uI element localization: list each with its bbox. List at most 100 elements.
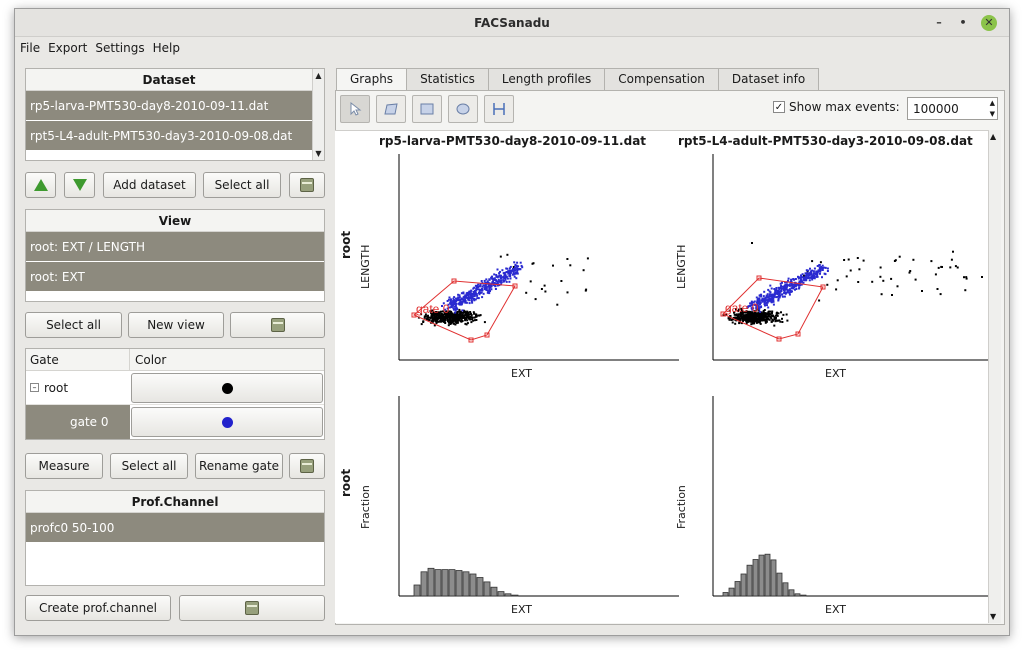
- scatter-plot-right[interactable]: gate 0: [711, 154, 993, 362]
- tab-compensation[interactable]: Compensation: [604, 68, 719, 90]
- gate-point: [466, 297, 469, 299]
- gate-point: [795, 288, 798, 290]
- menu-bar: File Export Settings Help: [15, 37, 1009, 59]
- delete-view-button[interactable]: [230, 312, 325, 338]
- menu-settings[interactable]: Settings: [95, 41, 145, 55]
- gate-point: [503, 271, 506, 274]
- move-up-button[interactable]: [25, 172, 56, 198]
- select-tool[interactable]: [340, 95, 370, 123]
- delete-dataset-button[interactable]: [289, 172, 325, 198]
- tab-graphs[interactable]: Graphs: [336, 68, 408, 91]
- gate-point: [477, 283, 480, 286]
- root-point: [965, 277, 968, 280]
- scatter-plot-left[interactable]: gate 0: [397, 154, 679, 362]
- create-prof-channel-button[interactable]: Create prof.channel: [25, 595, 171, 621]
- scroll-down-icon[interactable]: ▼: [990, 612, 997, 621]
- gate-point: [784, 286, 786, 289]
- gate-point: [500, 276, 503, 279]
- select-all-datasets-button[interactable]: Select all: [203, 172, 281, 198]
- plot-scrollbar[interactable]: ▲ ▼: [988, 130, 1001, 623]
- gate-point: [776, 290, 779, 293]
- menu-help[interactable]: Help: [152, 41, 180, 55]
- gate-point: [511, 273, 514, 276]
- max-events-input[interactable]: 100000 ▲ ▼: [907, 97, 998, 120]
- gate-point: [506, 267, 509, 270]
- gate-point: [461, 298, 464, 301]
- gate-point: [807, 276, 810, 279]
- spin-down-icon[interactable]: ▼: [989, 110, 995, 118]
- minimize-icon[interactable]: –: [936, 16, 942, 29]
- prof-channel-item[interactable]: profc0 50-100: [26, 513, 324, 543]
- root-point: [432, 311, 435, 314]
- gate-point: [783, 289, 786, 291]
- gate-point: [458, 303, 461, 306]
- root-point: [435, 313, 438, 316]
- gate-point: [823, 266, 826, 269]
- scroll-up-icon[interactable]: ▲: [315, 71, 322, 80]
- tab-length-profiles[interactable]: Length profiles: [487, 68, 606, 90]
- gate-point: [513, 275, 516, 278]
- gate-point: [504, 277, 507, 280]
- root-point: [435, 317, 438, 320]
- rename-gate-button[interactable]: Rename gate: [195, 453, 283, 479]
- close-icon[interactable]: ✕: [981, 15, 997, 31]
- gate-point: [793, 283, 796, 286]
- delete-prof-channel-button[interactable]: [179, 595, 325, 621]
- view-item[interactable]: root: EXT: [26, 262, 324, 292]
- add-dataset-button[interactable]: Add dataset: [103, 172, 196, 198]
- scroll-up-icon[interactable]: ▲: [990, 132, 997, 141]
- tab-statistics[interactable]: Statistics: [406, 68, 489, 90]
- histogram-right[interactable]: [711, 396, 993, 598]
- gate-column-header[interactable]: Gate: [26, 349, 130, 370]
- range-tool[interactable]: [484, 95, 514, 123]
- gate-point: [512, 272, 515, 275]
- ellipse-tool[interactable]: [448, 95, 478, 123]
- rectangle-tool[interactable]: [412, 95, 442, 123]
- histogram-left[interactable]: [397, 396, 679, 598]
- delete-gate-button[interactable]: [289, 453, 325, 479]
- root-point: [728, 309, 731, 312]
- root-point: [849, 269, 852, 272]
- gate-point: [458, 294, 461, 297]
- scroll-down-icon[interactable]: ▼: [315, 149, 322, 158]
- gate-point: [789, 289, 792, 292]
- select-all-gates-button[interactable]: Select all: [110, 453, 188, 479]
- histogram-bar: [776, 572, 783, 597]
- gate-point: [478, 293, 481, 296]
- gate-point: [809, 276, 812, 279]
- gate-point: [805, 275, 808, 278]
- collapse-icon[interactable]: –: [30, 383, 39, 392]
- root-point: [458, 310, 461, 313]
- histogram-bar: [490, 586, 498, 597]
- polygon-tool[interactable]: [376, 95, 406, 123]
- dataset-item[interactable]: rpt5-L4-adult-PMT530-day3-2010-09-08.dat: [26, 121, 312, 151]
- dataset-scrollbar[interactable]: ▲ ▼: [312, 69, 324, 160]
- color-column-header[interactable]: Color: [135, 353, 167, 367]
- root-point: [430, 320, 433, 323]
- menu-export[interactable]: Export: [48, 41, 88, 55]
- gate-point: [798, 286, 801, 289]
- gate-point: [510, 269, 513, 272]
- spin-up-icon[interactable]: ▲: [989, 99, 995, 107]
- gate-point: [453, 305, 456, 308]
- tab-dataset-info[interactable]: Dataset info: [717, 68, 820, 90]
- show-max-checkbox[interactable]: ✓: [773, 101, 785, 113]
- root-point: [757, 320, 760, 323]
- dataset-item[interactable]: rp5-larva-PMT530-day8-2010-09-11.dat: [26, 91, 312, 121]
- gate-row-root[interactable]: – root: [26, 371, 324, 405]
- root-point: [435, 314, 438, 317]
- gate-point: [757, 305, 760, 308]
- gate-color-button[interactable]: [131, 407, 323, 437]
- menu-file[interactable]: File: [20, 41, 41, 55]
- move-down-button[interactable]: [64, 172, 95, 198]
- gate-point: [770, 297, 773, 300]
- select-all-views-button[interactable]: Select all: [25, 312, 122, 338]
- root-point: [464, 317, 466, 320]
- view-item[interactable]: root: EXT / LENGTH: [26, 232, 324, 262]
- gate-row-gate0[interactable]: gate 0: [26, 405, 324, 439]
- new-view-button[interactable]: New view: [128, 312, 224, 338]
- measure-button[interactable]: Measure: [25, 453, 103, 479]
- prof-channel-list: Prof.Channel profc0 50-100: [25, 490, 325, 586]
- gate-color-button[interactable]: [131, 373, 323, 403]
- maximize-icon[interactable]: •: [959, 16, 967, 29]
